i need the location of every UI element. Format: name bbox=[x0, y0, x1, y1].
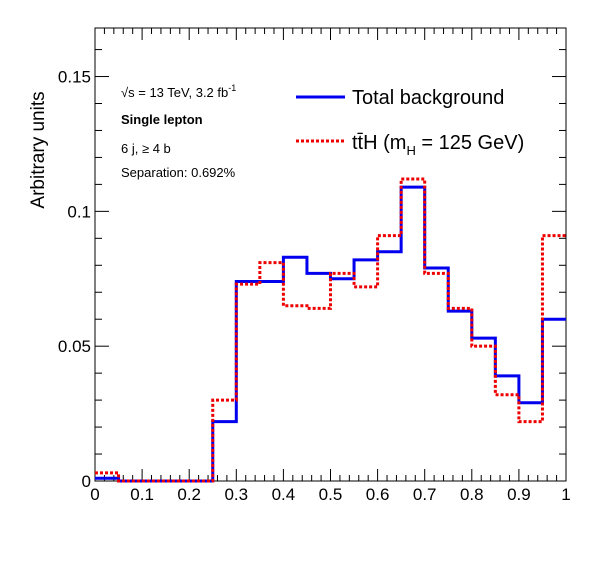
x-tick-label: 0.4 bbox=[272, 485, 296, 504]
legend-label-tth: tt̄H (mH = 125 GeV) bbox=[352, 132, 524, 158]
y-tick-label: 0.1 bbox=[67, 202, 91, 221]
x-tick-label: 0.9 bbox=[507, 485, 531, 504]
legend-tth-subscript: H bbox=[406, 143, 415, 158]
separation-label: Separation: 0.692% bbox=[121, 165, 236, 180]
legend-tth-rest: = 125 GeV) bbox=[416, 132, 524, 154]
legend-label-background: Total background bbox=[352, 87, 504, 109]
x-tick-label: 0.6 bbox=[366, 485, 390, 504]
y-tick-label: 0.05 bbox=[58, 337, 91, 356]
y-tick-label: 0.15 bbox=[58, 68, 91, 87]
y-tick-label: 0 bbox=[82, 472, 91, 491]
x-tick-label: 0.5 bbox=[319, 485, 343, 504]
x-tick-label: 0.3 bbox=[224, 485, 248, 504]
x-tick-label: 0.8 bbox=[460, 485, 484, 504]
energy-lumi-text: √s = 13 TeV, 3.2 fb bbox=[121, 85, 228, 100]
series-tth-signal bbox=[95, 179, 566, 481]
x-tick-label: 0 bbox=[90, 485, 99, 504]
legend-tth-text: tt̄H (m bbox=[352, 132, 406, 154]
x-tick-label: 1 bbox=[561, 485, 570, 504]
lumi-superscript: -1 bbox=[228, 83, 236, 93]
channel-label: Single lepton bbox=[121, 112, 203, 127]
energy-lumi-label: √s = 13 TeV, 3.2 fb-1 bbox=[121, 83, 236, 100]
x-tick-label: 0.1 bbox=[130, 485, 154, 504]
series-total-background bbox=[95, 187, 566, 481]
x-tick-label: 0.2 bbox=[177, 485, 201, 504]
legend: Total background tt̄H (mH = 125 GeV) bbox=[296, 87, 524, 158]
region-label: 6 j, ≥ 4 b bbox=[121, 141, 171, 156]
x-tick-label: 0.7 bbox=[413, 485, 437, 504]
y-axis-label: Arbitrary units bbox=[28, 91, 49, 208]
series-layer bbox=[95, 179, 566, 481]
